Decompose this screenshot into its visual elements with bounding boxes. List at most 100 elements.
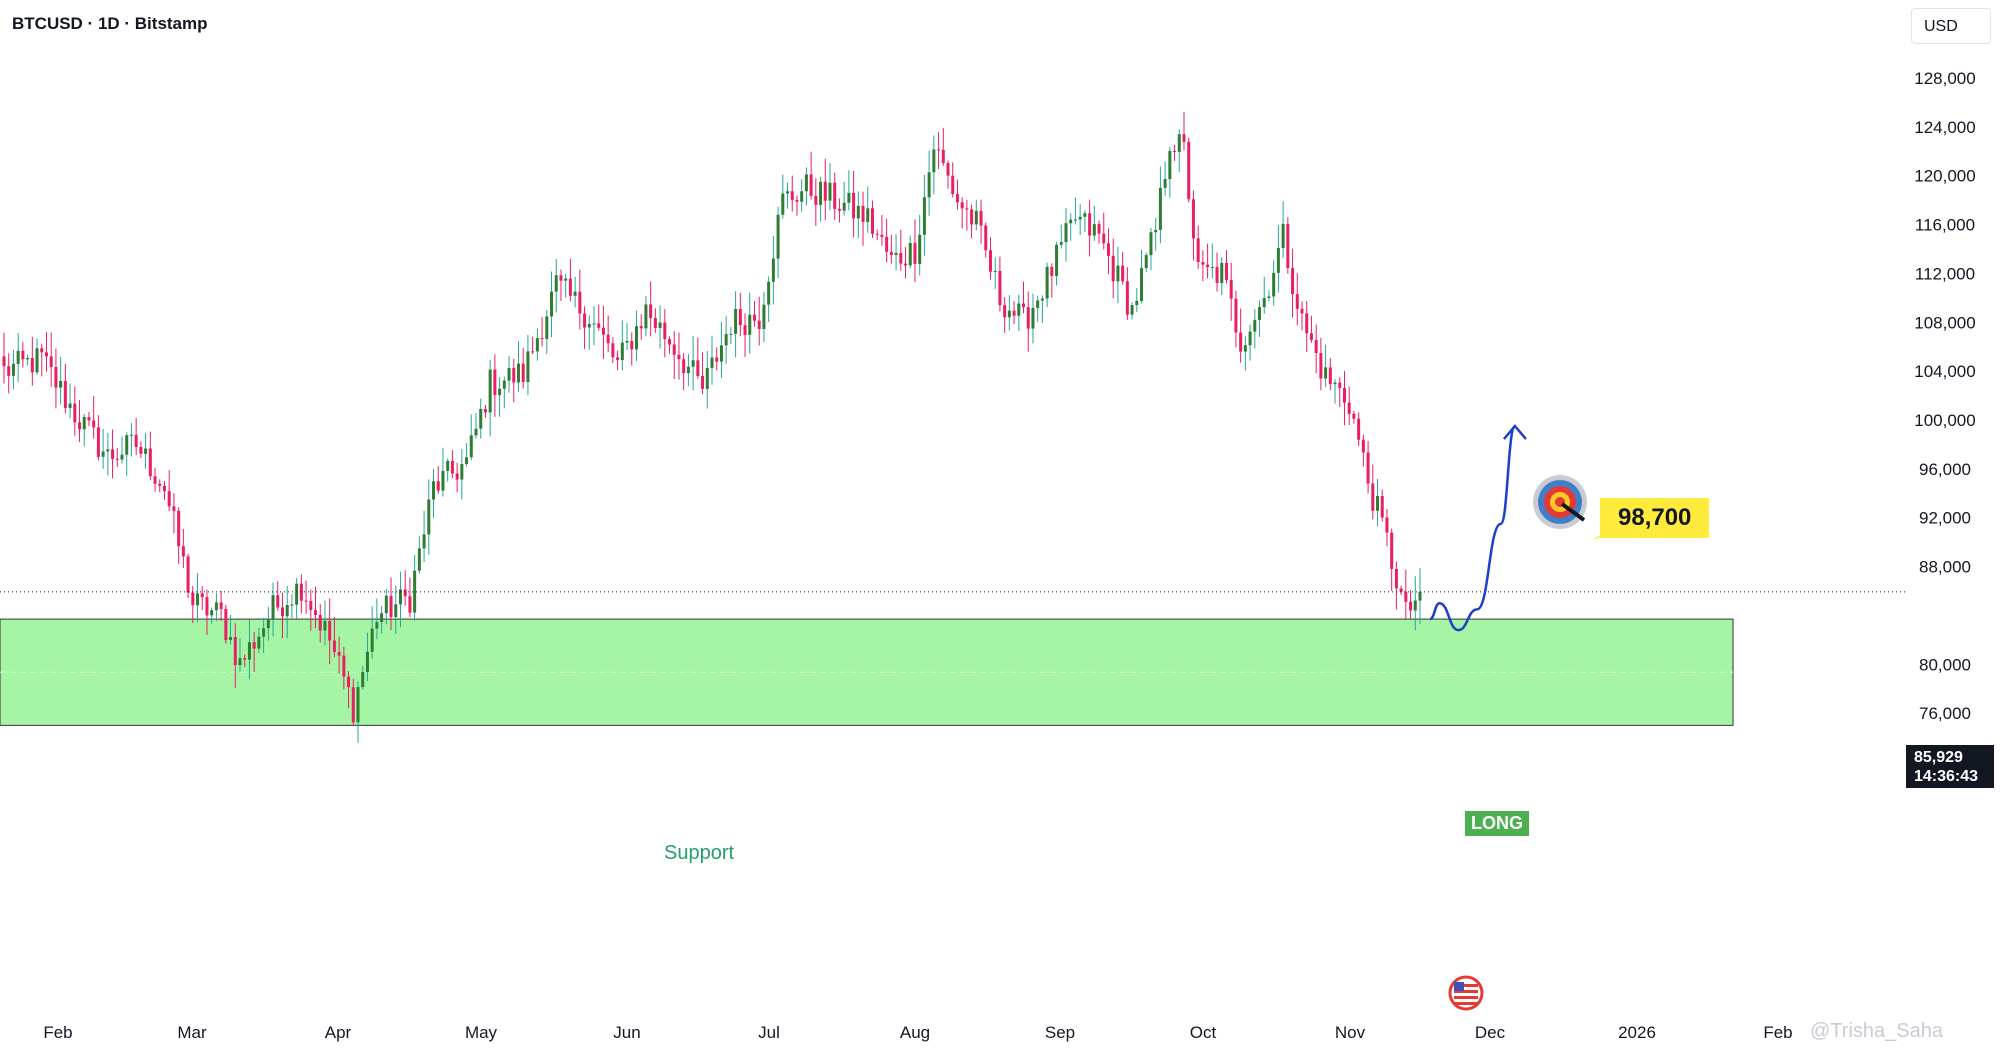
candle [21, 342, 25, 368]
candle-body [932, 149, 936, 173]
projection-arrow-path [1429, 424, 1517, 632]
candle-body [380, 613, 384, 623]
candle [1125, 267, 1129, 320]
candle [129, 423, 133, 457]
candle-body [993, 270, 997, 272]
currency-button[interactable]: USD [1911, 8, 1991, 44]
candle [1078, 204, 1082, 235]
candle-body [1281, 223, 1285, 249]
candle-body [252, 642, 256, 649]
candle [111, 429, 115, 479]
candle-body [1234, 298, 1238, 333]
candle-body [87, 416, 91, 421]
candle [1376, 479, 1380, 527]
candle-body [337, 652, 341, 656]
candle [26, 354, 30, 366]
candle [389, 577, 393, 630]
candle-body [1267, 296, 1271, 299]
candle [295, 578, 299, 620]
candle [375, 598, 379, 640]
candle-body [233, 637, 237, 666]
candle [1333, 379, 1337, 404]
price-axis-tick: 100,000 [1914, 411, 1975, 430]
candle-body [1262, 298, 1266, 308]
candle [498, 377, 502, 417]
candle [564, 273, 568, 298]
candle-body [710, 357, 714, 368]
candle-body [1324, 367, 1328, 379]
candle [238, 638, 242, 672]
candlestick-series [2, 111, 1422, 743]
candle [568, 258, 572, 302]
candle-body [375, 622, 379, 629]
candle-body [672, 344, 676, 355]
candle [1324, 344, 1328, 388]
candle [16, 332, 20, 383]
candle-body [1059, 242, 1063, 245]
candle-body [1361, 439, 1365, 453]
candle-body [894, 252, 898, 256]
candle-body [361, 672, 365, 687]
price-axis[interactable]: 72,00076,00080,00088,00092,00096,000100,… [1914, 69, 1975, 772]
candle-body [1083, 213, 1087, 217]
candle [172, 493, 176, 534]
time-axis-tick: May [465, 1023, 498, 1042]
candle-body [1314, 339, 1318, 354]
candle [1234, 290, 1238, 348]
candle [861, 191, 865, 246]
candle-body [271, 595, 275, 620]
candle [63, 363, 67, 414]
candle [342, 646, 346, 690]
candle-body [531, 351, 535, 353]
time-axis-tick: Apr [325, 1023, 352, 1042]
candle-body [1413, 600, 1417, 611]
candle [1286, 217, 1290, 274]
candle-body [177, 510, 181, 547]
candle-body [1352, 413, 1356, 419]
candle-body [1168, 151, 1172, 180]
candle-body [78, 422, 82, 430]
candle-body [181, 546, 185, 557]
time-axis[interactable]: Feb Mar Apr May Jun Jul Aug Sep Oct Nov Dec 2026 Feb [43, 1023, 1792, 1042]
candle [795, 195, 799, 216]
candle-body [616, 357, 620, 361]
candle-body [1003, 305, 1007, 318]
candle [229, 614, 233, 645]
candle [413, 555, 417, 621]
candle-body [332, 640, 336, 653]
candle [370, 606, 374, 659]
candle [951, 162, 955, 198]
candle-body [238, 658, 242, 666]
candle [148, 431, 152, 481]
candle [1328, 358, 1332, 391]
candle-body [139, 446, 143, 454]
candle [1168, 147, 1172, 198]
candle [531, 336, 535, 355]
candle [715, 347, 719, 371]
candle-body [469, 435, 473, 458]
candle [837, 198, 841, 223]
candle [611, 337, 615, 364]
candle-body [342, 655, 346, 677]
candle [771, 236, 775, 305]
target-icon [1533, 475, 1587, 529]
candle-body [809, 174, 813, 196]
candle [932, 135, 936, 195]
candle [1003, 297, 1007, 333]
candle-body [370, 628, 374, 652]
candle-body [696, 360, 700, 376]
candle [1088, 199, 1092, 257]
candle [1135, 288, 1139, 313]
candle-body [1012, 310, 1016, 316]
candle [1243, 336, 1247, 371]
candle [597, 304, 601, 331]
candle-body [11, 363, 15, 376]
candle [1069, 213, 1073, 241]
candle [78, 399, 82, 442]
candle-body [918, 234, 922, 264]
candle [550, 271, 554, 338]
candle [144, 433, 148, 469]
candle-body [1224, 262, 1228, 280]
candle-body [1135, 300, 1139, 306]
